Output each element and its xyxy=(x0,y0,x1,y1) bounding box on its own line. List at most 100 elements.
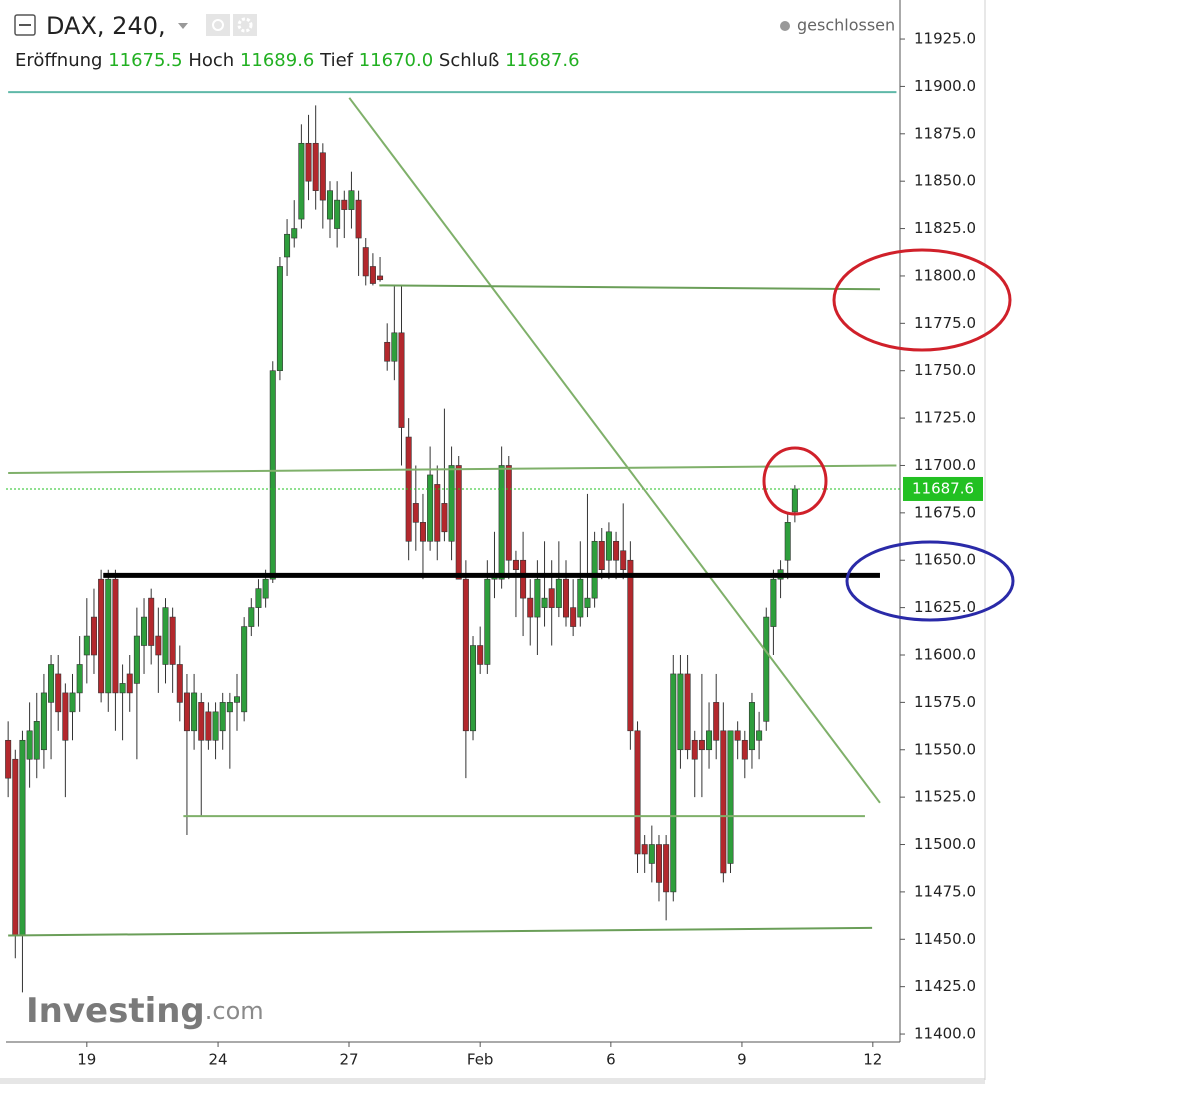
candle-body xyxy=(520,559,527,599)
legend-name: Tief xyxy=(319,50,354,71)
candle-body xyxy=(69,692,76,713)
candle-body xyxy=(262,578,269,599)
candle-body xyxy=(255,588,262,608)
candle-body xyxy=(83,635,90,656)
bottom-strip xyxy=(0,1078,985,1084)
y-tick-label: 11425.0 xyxy=(914,977,976,995)
candle-body xyxy=(720,730,727,874)
candle-body xyxy=(291,228,298,239)
x-tick-label: 12 xyxy=(863,1051,882,1069)
candle-body xyxy=(441,503,448,533)
overlay xyxy=(8,91,897,937)
candle-body xyxy=(369,266,376,284)
y-tick-label: 11750.0 xyxy=(914,361,976,379)
candle-body xyxy=(784,522,791,561)
candle-body xyxy=(605,531,612,561)
candle-body xyxy=(226,702,233,713)
candle-body xyxy=(670,673,677,893)
candle-body xyxy=(655,844,662,883)
candle-body xyxy=(241,626,248,713)
y-tick-label: 11475.0 xyxy=(914,882,976,900)
watermark-suffix: .com xyxy=(205,997,264,1025)
plot-area xyxy=(5,105,900,993)
dropdown-caret[interactable] xyxy=(178,23,188,29)
candle-body xyxy=(427,474,434,542)
candle-body xyxy=(305,142,312,182)
candle-body xyxy=(19,739,26,936)
x-tick-label: 24 xyxy=(209,1051,228,1069)
y-tick-label: 11400.0 xyxy=(914,1025,976,1043)
eye-icon[interactable] xyxy=(206,14,230,36)
candle-body xyxy=(162,607,169,665)
candle-body xyxy=(5,739,12,779)
candle-body xyxy=(727,730,734,864)
x-tick-label: 19 xyxy=(77,1051,96,1069)
candle-body xyxy=(734,730,741,741)
candle-body xyxy=(319,152,326,201)
y-tick-label: 11800.0 xyxy=(914,266,976,284)
candle-body xyxy=(26,730,33,760)
last-price-label: 11687.6 xyxy=(912,479,974,497)
settings-icon[interactable] xyxy=(233,14,257,36)
candle-body xyxy=(40,692,47,751)
legend-value: 11687.6 xyxy=(505,50,579,71)
y-tick-label: 11925.0 xyxy=(914,30,976,48)
candle-body xyxy=(791,488,798,513)
candle-body xyxy=(555,578,562,608)
candle-body xyxy=(348,190,355,210)
candle-body xyxy=(548,588,555,608)
candle-body xyxy=(48,664,55,703)
candle-body xyxy=(12,758,19,936)
status: geschlossen xyxy=(797,16,895,35)
candle-body xyxy=(326,190,333,220)
candle-body xyxy=(355,199,362,239)
candle-body xyxy=(33,721,40,760)
symbol: DAX, 240, xyxy=(46,12,166,40)
x-tick-label: 27 xyxy=(339,1051,358,1069)
candle-body xyxy=(119,683,126,694)
y-tick-label: 11775.0 xyxy=(914,314,976,332)
candle-body xyxy=(105,578,112,694)
candle-body xyxy=(634,730,641,855)
candle-body xyxy=(620,550,627,571)
candle-body xyxy=(62,692,69,741)
candle-body xyxy=(677,673,684,751)
candle-body xyxy=(198,702,205,741)
candle-body xyxy=(341,199,348,210)
candle-body xyxy=(248,607,255,627)
candle-body xyxy=(563,578,570,618)
candle-body xyxy=(541,597,548,608)
legend-name: Hoch xyxy=(188,50,234,71)
candle-body xyxy=(76,664,83,694)
candle-body xyxy=(205,711,212,741)
candle-body xyxy=(191,692,198,732)
watermark: Investing.com xyxy=(26,991,264,1031)
trend-line xyxy=(348,97,881,804)
candle-body xyxy=(148,597,155,646)
candle-body xyxy=(484,578,491,665)
candle-body xyxy=(648,844,655,864)
y-tick-label: 11500.0 xyxy=(914,835,976,853)
watermark-brand: Investing xyxy=(26,991,205,1031)
candle-body xyxy=(141,616,148,646)
candle-body xyxy=(219,702,226,732)
candle-body xyxy=(183,692,190,732)
x-tick-label: 9 xyxy=(737,1051,747,1069)
trend-line xyxy=(8,926,873,937)
candle-body xyxy=(284,233,291,258)
candle-body xyxy=(763,616,770,722)
candle-body xyxy=(419,522,426,542)
legend-name: Eröffnung xyxy=(15,50,102,71)
x-tick-label: 6 xyxy=(606,1051,616,1069)
candle-body xyxy=(362,247,369,277)
annotation-ellipse xyxy=(832,248,1012,352)
candle-body xyxy=(55,673,62,713)
settings-icon-gear xyxy=(237,17,253,33)
y-tick-label: 11725.0 xyxy=(914,409,976,427)
y-tick-label: 11675.0 xyxy=(914,503,976,521)
y-tick-label: 11625.0 xyxy=(914,598,976,616)
candle-body xyxy=(505,465,512,561)
candle-body xyxy=(384,341,391,362)
y-tick-label: 11825.0 xyxy=(914,219,976,237)
candle-body xyxy=(412,503,419,523)
